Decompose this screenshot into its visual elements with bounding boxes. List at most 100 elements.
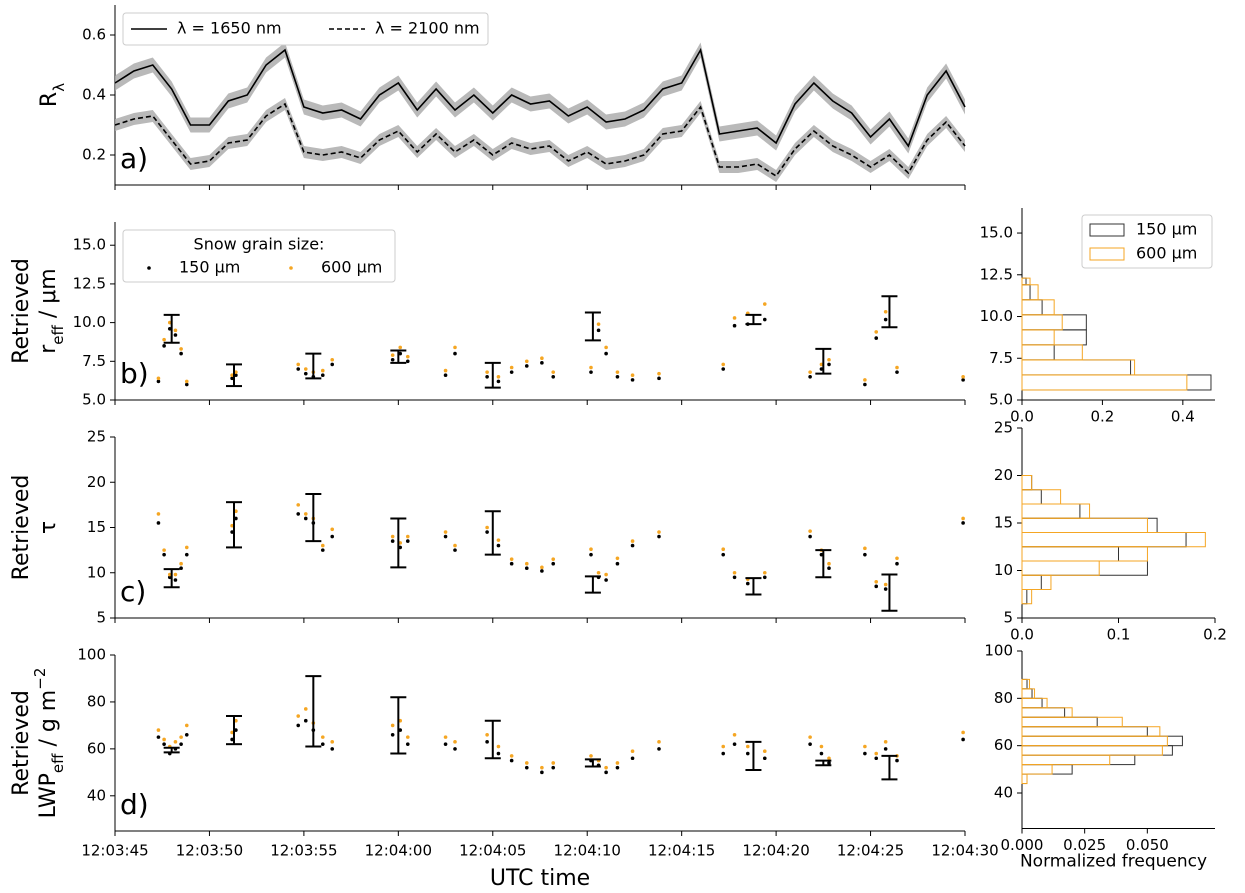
histogram-bin: [1021, 546, 1148, 562]
point: [296, 723, 301, 728]
x-tick-label: 0.2: [1090, 408, 1114, 426]
point: [895, 370, 899, 374]
point: [330, 362, 335, 367]
x-tick-label: 12:04:00: [365, 842, 432, 860]
point: [390, 353, 395, 357]
point: [827, 761, 831, 765]
histogram-bin: [1021, 359, 1132, 376]
point: [874, 751, 879, 756]
point: [883, 747, 888, 751]
point: [496, 744, 501, 749]
point: [732, 742, 737, 746]
point: [721, 547, 726, 552]
y-tick-label: 5.0: [82, 391, 106, 409]
histogram-bin: [1021, 299, 1055, 316]
legend-label: 150 μm: [1136, 220, 1197, 239]
point: [604, 765, 608, 770]
point: [179, 347, 183, 351]
point: [721, 744, 726, 749]
point: [330, 534, 335, 539]
point: [303, 707, 308, 711]
point: [485, 525, 489, 530]
point: [443, 534, 448, 539]
legend-label: λ = 2100 nm: [375, 19, 480, 38]
point: [540, 356, 544, 361]
point: [551, 370, 556, 374]
x-tick-label: 12:04:10: [554, 842, 621, 860]
x-tick-label: 12:04:20: [742, 842, 809, 860]
legend-label: 600 μm: [321, 258, 382, 277]
point: [657, 530, 661, 534]
point: [184, 545, 189, 550]
histogram-bin: [1021, 574, 1052, 590]
point: [762, 317, 767, 322]
point: [895, 758, 899, 763]
point: [808, 370, 812, 374]
label-part: eff: [49, 753, 67, 773]
legend-swatch: [1089, 223, 1125, 237]
point: [156, 512, 161, 516]
legend-swatch: [1089, 247, 1125, 261]
label-part: r: [36, 344, 61, 354]
point: [303, 516, 308, 521]
point: [604, 578, 608, 582]
point: [863, 378, 867, 382]
point: [883, 740, 888, 744]
point: [863, 751, 867, 756]
histogram-bin: [1021, 344, 1055, 361]
point: [762, 756, 767, 761]
point: [630, 756, 635, 761]
label-part: Retrieved: [9, 690, 34, 796]
point: [808, 374, 812, 379]
label-part: / μm: [36, 268, 61, 325]
point: [524, 765, 529, 770]
point: [179, 566, 183, 571]
y-tick-label: 7.5: [82, 352, 106, 370]
label-part: τ: [36, 521, 61, 534]
histogram-bin: [1021, 546, 1119, 562]
point: [551, 761, 556, 765]
point: [162, 552, 166, 557]
histogram-bin: [1021, 773, 1028, 785]
point: [320, 742, 325, 746]
y-tick-label: 40: [994, 784, 1013, 802]
point: [819, 744, 824, 749]
point: [961, 378, 965, 382]
x-tick-label: 12:04:30: [931, 842, 998, 860]
point: [509, 754, 514, 758]
y-tick-label: 15.0: [73, 236, 106, 254]
point: [296, 367, 301, 371]
point: [657, 534, 661, 539]
point: [296, 503, 301, 507]
point: [540, 770, 544, 775]
point: [162, 742, 166, 746]
point: [540, 361, 544, 365]
x-tick-label: 0.000: [1001, 836, 1044, 854]
histogram-bin: [1021, 764, 1053, 775]
y-tick-label: 60: [994, 736, 1013, 754]
point: [808, 735, 812, 739]
point: [874, 756, 879, 761]
label-part: / g m: [36, 690, 61, 754]
histogram-bin: [1021, 726, 1161, 737]
point: [732, 575, 737, 580]
point: [405, 742, 410, 746]
point: [657, 371, 661, 376]
y-tick-label: 25: [994, 419, 1013, 437]
histogram-bin: [1021, 754, 1111, 766]
point: [827, 561, 831, 566]
panel: 5 10 15 20 25 Retrieved τ c): [9, 428, 966, 627]
point: [405, 359, 410, 364]
y-tick-label: 12.5: [980, 265, 1013, 283]
x-tick-label: 0.4: [1171, 408, 1195, 426]
y-axis-label: τ: [36, 521, 61, 534]
point: [320, 368, 325, 373]
x-tick-label: 0.0: [1010, 626, 1034, 644]
point: [808, 742, 812, 746]
point: [184, 723, 189, 728]
point: [156, 379, 161, 384]
point: [762, 570, 767, 575]
series-line: [114, 102, 966, 178]
histogram-bin: [1021, 299, 1043, 316]
histogram-bin: [1021, 688, 1036, 699]
